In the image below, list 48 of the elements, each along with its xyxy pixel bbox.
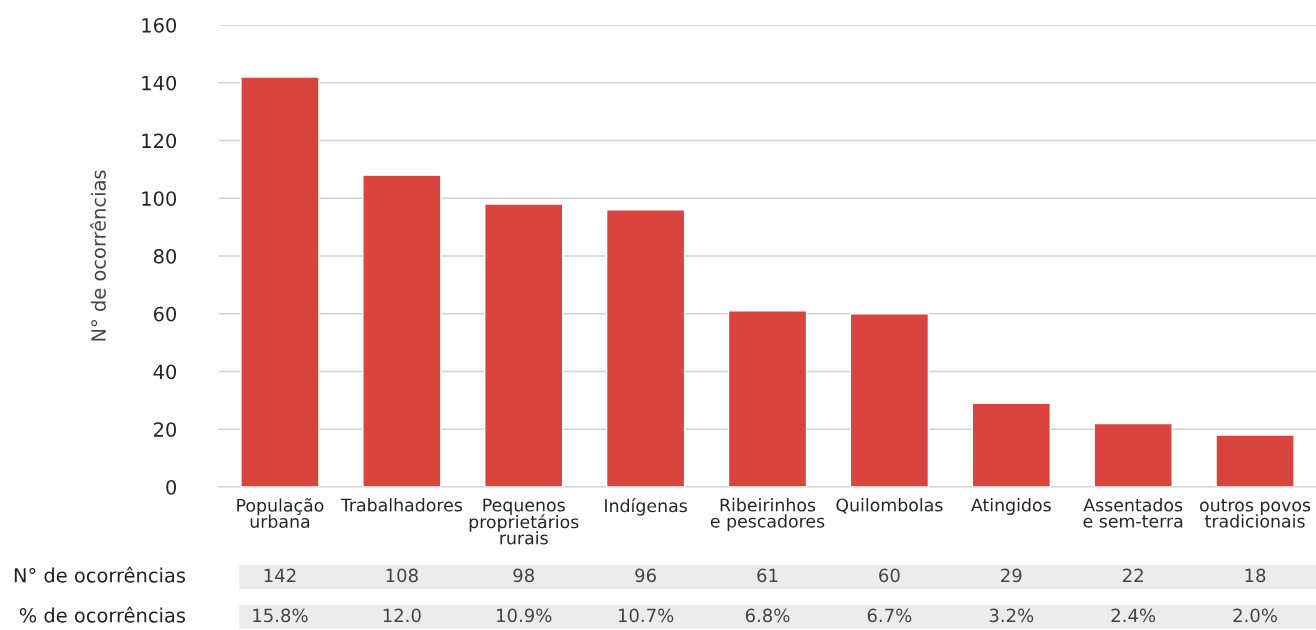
x-tick-label: outros povos tradicionais [1200, 499, 1311, 528]
bar [362, 174, 442, 487]
x-tick-label: Ribeirinhos e pescadores [710, 498, 825, 532]
bar [484, 203, 564, 487]
text: 6.8% [745, 608, 790, 623]
bar [1093, 422, 1173, 487]
x-tick-label: Assentados e sem-terra [1083, 498, 1183, 528]
bar [605, 209, 686, 487]
text: 12.0 [383, 608, 421, 623]
y-tick-label: 120 [142, 133, 177, 149]
text: 10.7% [618, 608, 674, 623]
text: 6.7% [867, 608, 912, 623]
data-label: 22 [1123, 568, 1143, 582]
y-tick-label: 100 [142, 191, 177, 206]
data-label: 60 [879, 568, 900, 583]
text: 15.8% [253, 608, 308, 623]
y-tick-label: 140 [142, 75, 177, 91]
y-tick-label: 40 [153, 364, 177, 380]
text: 2.0% [1233, 608, 1277, 623]
data-label: 61 [757, 568, 778, 583]
data-label: 142 [264, 568, 296, 582]
data-label: 29 [1001, 568, 1022, 583]
y-tick-label: 80 [153, 248, 177, 264]
text: N° de ocorrências [14, 566, 186, 583]
y-tick-label: 0 [166, 479, 177, 495]
y-tick-label: 60 [153, 306, 177, 322]
data-label: 98 [513, 568, 534, 583]
text: 2.4% [1111, 608, 1156, 623]
text: 10.9% [497, 608, 552, 623]
bar [849, 313, 930, 487]
x-tick-label: Atingidos [971, 498, 1051, 515]
bar [1215, 434, 1295, 487]
data-label: 18 [1245, 568, 1266, 583]
x-tick-label: Pequenos proprietários rurais [469, 498, 579, 545]
bar [971, 402, 1051, 487]
x-tick-label: Indígenas [605, 498, 687, 516]
x-tick-label: População urbana [237, 498, 324, 528]
text: % de ocorrências [19, 606, 186, 623]
y-axis-title: N° de ocorrências [90, 170, 106, 341]
y-tick-label: 20 [154, 422, 177, 437]
bar [727, 310, 808, 487]
data-label: 108 [386, 568, 418, 583]
y-tick-label: 160 [142, 17, 177, 33]
bar [240, 76, 320, 487]
text: 3.2% [989, 608, 1034, 623]
x-tick-label: Quilombolas [836, 498, 943, 514]
x-tick-label: Trabalhadores [340, 498, 463, 512]
data-label: 96 [635, 568, 656, 583]
